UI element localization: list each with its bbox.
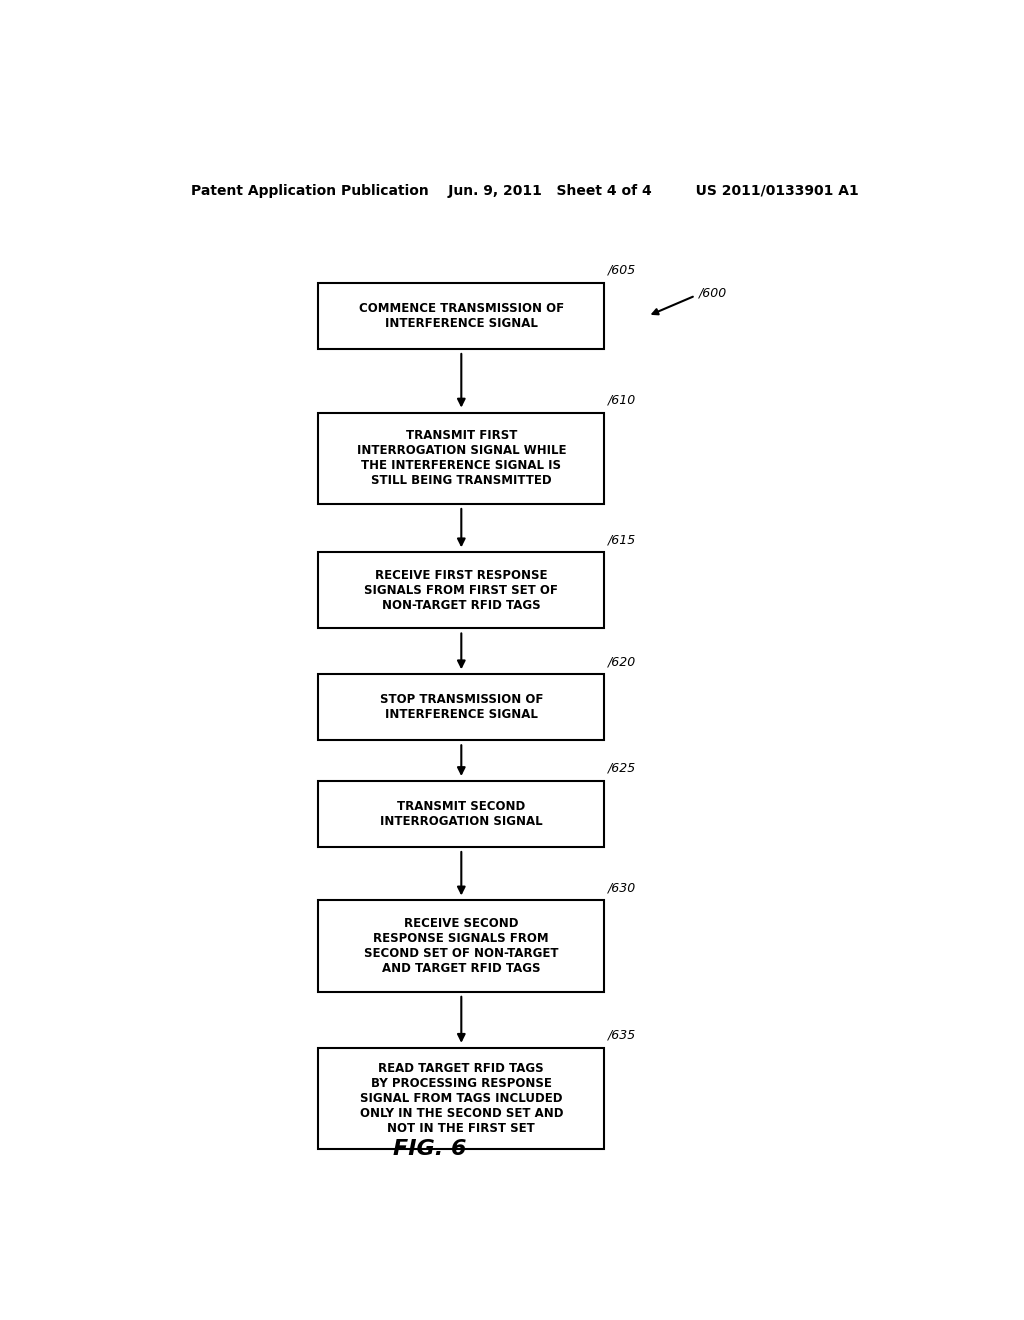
FancyBboxPatch shape: [318, 675, 604, 741]
FancyBboxPatch shape: [318, 781, 604, 847]
Text: FIG. 6: FIG. 6: [393, 1139, 466, 1159]
Text: /625: /625: [608, 762, 636, 775]
FancyBboxPatch shape: [318, 282, 604, 348]
Text: /635: /635: [608, 1028, 636, 1041]
Text: Patent Application Publication    Jun. 9, 2011   Sheet 4 of 4         US 2011/01: Patent Application Publication Jun. 9, 2…: [190, 183, 859, 198]
Text: /630: /630: [608, 882, 636, 894]
FancyBboxPatch shape: [318, 1048, 604, 1150]
Text: RECEIVE SECOND
RESPONSE SIGNALS FROM
SECOND SET OF NON-TARGET
AND TARGET RFID TA: RECEIVE SECOND RESPONSE SIGNALS FROM SEC…: [365, 917, 558, 975]
Text: /610: /610: [608, 393, 636, 407]
Text: /600: /600: [699, 286, 728, 300]
Text: TRANSMIT FIRST
INTERROGATION SIGNAL WHILE
THE INTERFERENCE SIGNAL IS
STILL BEING: TRANSMIT FIRST INTERROGATION SIGNAL WHIL…: [356, 429, 566, 487]
FancyBboxPatch shape: [318, 413, 604, 504]
Text: /605: /605: [608, 264, 636, 277]
Text: /620: /620: [608, 655, 636, 668]
Text: TRANSMIT SECOND
INTERROGATION SIGNAL: TRANSMIT SECOND INTERROGATION SIGNAL: [380, 800, 543, 828]
Text: STOP TRANSMISSION OF
INTERFERENCE SIGNAL: STOP TRANSMISSION OF INTERFERENCE SIGNAL: [380, 693, 543, 721]
FancyBboxPatch shape: [318, 900, 604, 991]
Text: COMMENCE TRANSMISSION OF
INTERFERENCE SIGNAL: COMMENCE TRANSMISSION OF INTERFERENCE SI…: [358, 302, 564, 330]
Text: RECEIVE FIRST RESPONSE
SIGNALS FROM FIRST SET OF
NON-TARGET RFID TAGS: RECEIVE FIRST RESPONSE SIGNALS FROM FIRS…: [365, 569, 558, 612]
Text: /615: /615: [608, 533, 636, 546]
Text: READ TARGET RFID TAGS
BY PROCESSING RESPONSE
SIGNAL FROM TAGS INCLUDED
ONLY IN T: READ TARGET RFID TAGS BY PROCESSING RESP…: [359, 1063, 563, 1135]
FancyBboxPatch shape: [318, 552, 604, 628]
